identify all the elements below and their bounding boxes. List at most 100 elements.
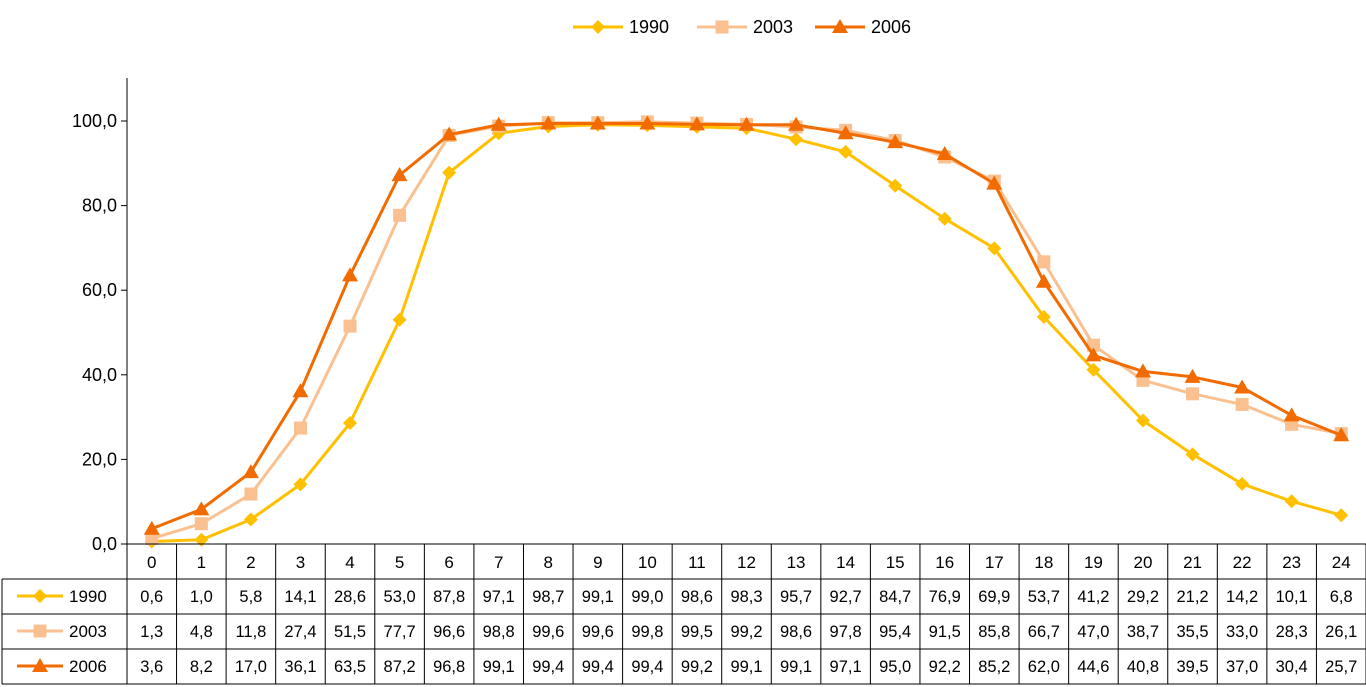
data-point-1990-2 [243,512,258,527]
data-point-2003-2 [244,487,258,501]
data-point-2003-5 [393,208,407,222]
data-point-2006-24 [1333,427,1350,442]
table-cell-2003-19: 47,0 [1077,623,1109,641]
data-point-1990-3 [293,477,308,492]
data-point-2006-2 [242,464,259,479]
table-cell-1990-8: 98,7 [532,588,564,606]
table-cell-1990-19: 41,2 [1077,588,1109,606]
table-cell-2003-10: 99,8 [631,623,663,641]
series-line-2003 [151,120,1342,540]
table-cell-2003-24: 26,1 [1325,623,1357,641]
data-point-2006-16 [936,145,953,160]
table-series-label-2003: 2003 [69,622,107,641]
data-point-2006-18 [1035,273,1052,288]
x-category-label: 0 [147,553,156,572]
table-cell-2003-15: 95,4 [879,623,911,641]
table-cell-2006-16: 92,2 [929,658,961,676]
table-cell-1990-3: 14,1 [284,588,316,606]
data-point-2006-22 [1234,379,1251,394]
data-point-2003-0 [145,532,159,546]
table-cell-1990-21: 21,2 [1176,588,1208,606]
data-point-1990-20 [1135,413,1150,428]
table-cell-1990-15: 84,7 [879,588,911,606]
table-legend-marker-2006 [32,658,48,672]
data-point-2006-20 [1134,363,1151,378]
table-cell-1990-13: 95,7 [780,588,812,606]
x-category-label: 8 [544,553,553,572]
table-cell-2003-20: 38,7 [1127,623,1159,641]
legend-label-2006: 2006 [871,17,911,37]
table-cell-1990-17: 69,9 [978,588,1010,606]
table-cell-2006-15: 95,0 [879,658,911,676]
x-category-label: 18 [1034,553,1053,572]
table-cell-2006-1: 8,2 [190,658,213,676]
table-legend-marker-2003 [33,624,47,638]
x-category-label: 10 [638,553,657,572]
series-line-1990 [151,123,1342,543]
x-category-label: 17 [985,553,1004,572]
table-cell-2003-18: 66,7 [1028,623,1060,641]
data-point-2006-17 [986,175,1003,190]
table-cell-2006-12: 99,1 [730,658,762,676]
data-point-2006-4 [342,267,359,282]
y-tick-label: 100,0 [72,111,117,131]
data-point-1990-21 [1185,447,1200,462]
table-cell-2006-19: 44,6 [1077,658,1109,676]
table-cell-1990-5: 53,0 [384,588,416,606]
table-cell-2003-4: 51,5 [334,623,366,641]
table-cell-2006-0: 3,6 [140,658,163,676]
data-point-1990-4 [343,416,358,431]
data-point-2003-4 [343,319,357,333]
y-tick-label: 0,0 [92,534,117,554]
table-cell-2003-23: 28,3 [1276,623,1308,641]
data-point-2006-6 [441,126,458,141]
data-point-2006-8 [540,115,557,130]
table-cell-1990-14: 92,7 [830,588,862,606]
y-tick-label: 80,0 [82,196,117,216]
table-cell-1990-18: 53,7 [1028,588,1060,606]
data-point-2006-21 [1184,368,1201,383]
table-cell-2003-9: 99,6 [582,623,614,641]
table-cell-2003-13: 98,6 [780,623,812,641]
table-cell-2006-14: 97,1 [830,658,862,676]
table-cell-2003-6: 96,6 [433,623,465,641]
legend-marker-2003 [715,20,729,34]
table-cell-1990-7: 97,1 [483,588,515,606]
data-point-2003-22 [1235,397,1249,411]
y-tick-label: 20,0 [82,449,117,469]
data-point-2006-0 [143,520,160,535]
data-point-2006-9 [589,115,606,130]
data-point-2006-5 [391,167,408,182]
table-cell-2006-18: 62,0 [1028,658,1060,676]
table-cell-1990-24: 6,8 [1330,588,1353,606]
legend-marker-1990 [591,20,605,34]
table-cell-2003-11: 99,5 [681,623,713,641]
data-point-2006-14 [837,125,854,140]
table-cell-2006-7: 99,1 [483,658,515,676]
data-point-1990-1 [194,532,209,547]
table-cell-2006-5: 87,2 [384,658,416,676]
data-point-1990-18 [1036,309,1051,324]
table-cell-2006-20: 40,8 [1127,658,1159,676]
data-point-2006-19 [1085,347,1102,362]
data-point-2003-21 [1186,387,1200,401]
data-point-1990-6 [442,165,457,180]
data-point-1990-24 [1334,508,1349,523]
table-cell-2003-16: 91,5 [929,623,961,641]
table-cell-2006-4: 63,5 [334,658,366,676]
data-point-1990-16 [937,211,952,226]
y-tick-label: 40,0 [82,365,117,385]
table-legend-marker-1990 [33,589,47,603]
table-cell-1990-0: 0,6 [140,588,163,606]
table-cell-1990-9: 99,1 [582,588,614,606]
table-cell-1990-6: 87,8 [433,588,465,606]
table-cell-1990-23: 10,1 [1276,588,1308,606]
y-tick-label: 60,0 [82,280,117,300]
data-point-2006-13 [788,116,805,131]
table-cell-2006-10: 99,4 [631,658,663,676]
x-category-label: 3 [296,553,305,572]
table-cell-2006-13: 99,1 [780,658,812,676]
x-category-label: 16 [935,553,954,572]
table-cell-2003-0: 1,3 [140,623,163,641]
